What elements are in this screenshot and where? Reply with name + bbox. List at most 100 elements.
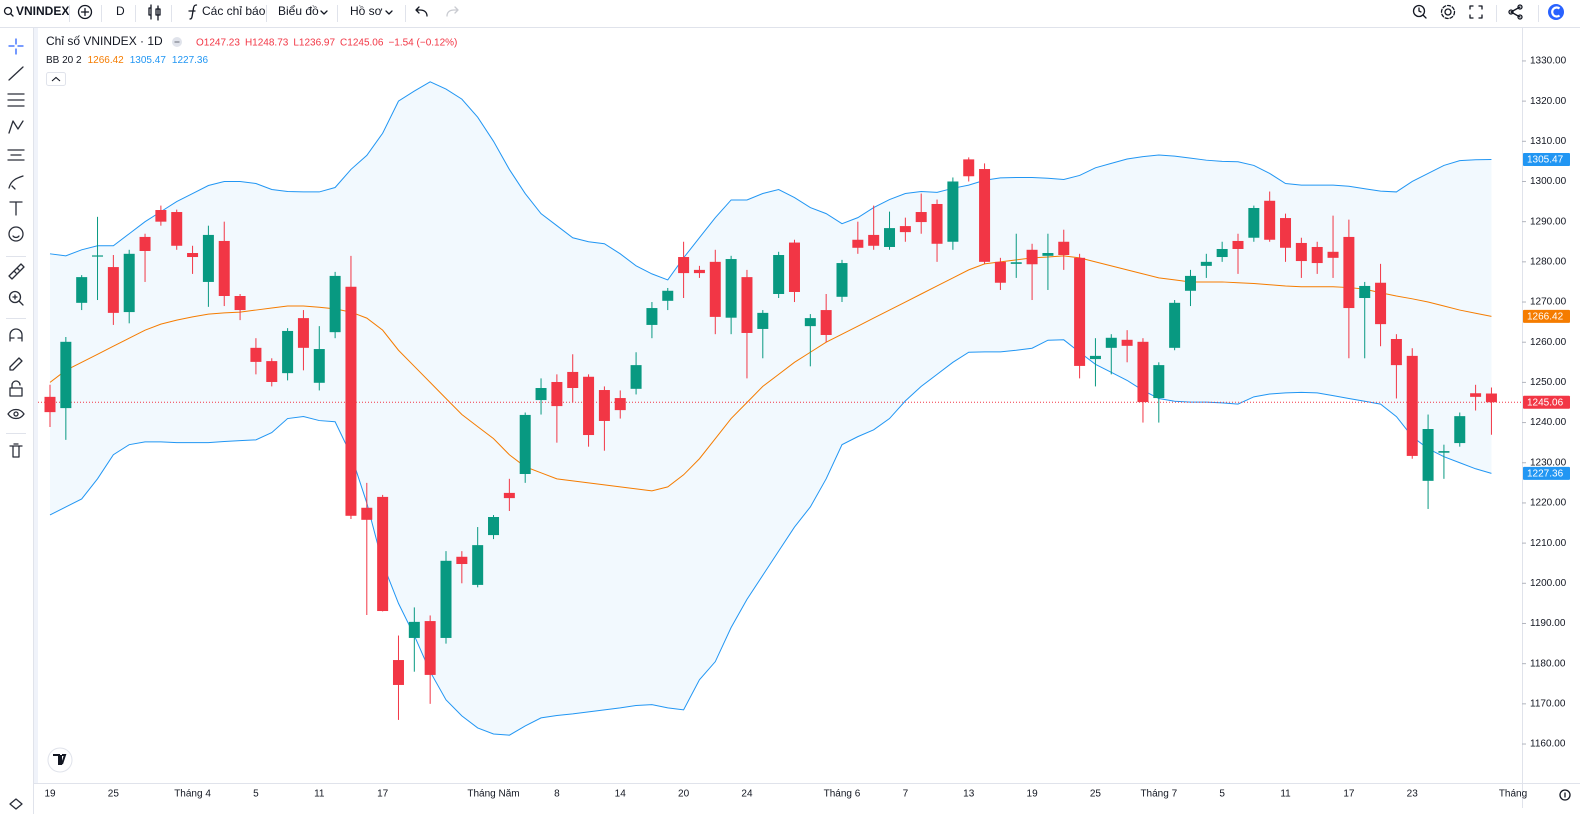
band-fill <box>50 81 1492 736</box>
y-tick-label: 1160.00 <box>1530 739 1566 750</box>
fullscreen-icon[interactable] <box>1469 5 1483 19</box>
zoom-tool[interactable] <box>8 290 22 304</box>
candle-body <box>1248 208 1260 238</box>
candle-body <box>947 181 959 242</box>
candle-body <box>693 269 705 274</box>
candle-body <box>456 556 468 565</box>
candle-body <box>361 507 373 520</box>
profile-label[interactable]: Hồ sơ <box>350 4 383 18</box>
candle-body <box>646 308 658 325</box>
indicators-button[interactable]: Các chỉ báo <box>188 4 266 20</box>
candle-body <box>535 388 547 401</box>
candle-body <box>424 621 436 675</box>
y-tick-label: 1230.00 <box>1530 457 1567 468</box>
candle-body <box>804 318 816 327</box>
quick-search-icon <box>1418 7 1427 19</box>
candle-body <box>92 255 104 257</box>
y-tick-label: 1330.00 <box>1530 56 1567 67</box>
candle-body <box>1438 451 1450 453</box>
x-tick-label: 23 <box>1407 789 1419 800</box>
brush-tool[interactable] <box>8 175 24 190</box>
ohlc-label: O <box>196 37 204 48</box>
tv-logo <box>47 747 73 773</box>
forecast-tool[interactable] <box>7 149 25 161</box>
y-tick-label: 1210.00 <box>1530 538 1567 549</box>
magnet-tool[interactable] <box>9 328 23 342</box>
candle-body <box>868 234 880 246</box>
x-tick-label: 11 <box>314 789 325 800</box>
candle-body <box>1390 338 1402 366</box>
price-tag-label: 1245.06 <box>1527 397 1564 408</box>
price-tag-label: 1266.42 <box>1527 312 1564 323</box>
candle-body <box>44 396 56 413</box>
y-tick-label: 1290.00 <box>1530 216 1567 227</box>
candle-body <box>282 330 294 374</box>
object-tree-tool[interactable] <box>9 798 23 810</box>
candle-body <box>1058 241 1070 256</box>
y-tick-label: 1260.00 <box>1530 337 1567 348</box>
lock-tool[interactable] <box>9 387 23 397</box>
candle-body <box>1184 275 1196 291</box>
fib-tool[interactable] <box>7 93 25 107</box>
x-tick-label: 11 <box>1280 789 1291 800</box>
candle-body <box>773 255 785 294</box>
x-tick-label: 7 <box>903 789 909 800</box>
candle-body <box>313 349 325 383</box>
pattern-tool[interactable] <box>8 120 24 134</box>
x-tick-label: 19 <box>1027 789 1039 800</box>
redo-icon[interactable] <box>446 6 459 17</box>
candle-body <box>899 226 911 233</box>
symbol-search[interactable]: VNINDEX <box>3 4 70 18</box>
candle-body <box>915 212 927 223</box>
y-tick-label: 1320.00 <box>1530 96 1567 107</box>
ruler-tool[interactable] <box>8 263 25 280</box>
candle-body <box>836 263 848 297</box>
profile-menu[interactable]: Hồ sơ <box>350 4 393 18</box>
indicator-value: 1227.36 <box>172 55 209 66</box>
candle-body <box>472 545 484 585</box>
chart-menu-label[interactable]: Biểu đồ <box>278 4 319 18</box>
trendline-tool[interactable] <box>8 66 24 81</box>
delete-tool[interactable] <box>9 443 23 458</box>
candle-body <box>1327 251 1339 258</box>
text-tool[interactable] <box>9 201 23 216</box>
undo-icon[interactable] <box>415 6 428 17</box>
legend: Chỉ số VNINDEX · 1D O1247.23 H1248.73 L123… <box>46 34 457 86</box>
settings-icon[interactable] <box>1444 8 1452 16</box>
emoji-tool[interactable] <box>8 226 24 242</box>
chart-type-button[interactable] <box>148 4 161 21</box>
x-tick-label: 8 <box>554 789 560 800</box>
price-tag <box>1523 395 1570 409</box>
axis-settings[interactable] <box>1559 789 1571 801</box>
quick-search-icon[interactable] <box>1412 4 1426 18</box>
indicator-value: 1266.42 <box>88 55 125 66</box>
candle-body <box>852 239 864 248</box>
candle-body <box>202 234 214 282</box>
y-tick-label: 1220.00 <box>1530 498 1567 509</box>
candle-body <box>1153 365 1165 399</box>
indicator-legend: BB 20 2 1266.42 1305.47 1227.36 <box>46 55 208 66</box>
lock-tool <box>11 380 21 389</box>
symbol[interactable]: VNINDEX <box>16 4 69 18</box>
legend-toggle[interactable] <box>46 72 66 86</box>
candle-body <box>377 496 389 612</box>
interval[interactable]: D <box>116 4 125 18</box>
candle-body <box>979 169 991 262</box>
crosshair-tool[interactable] <box>8 38 24 55</box>
candle-body <box>1311 246 1323 264</box>
logo[interactable] <box>1548 4 1564 20</box>
y-tick-label: 1300.00 <box>1530 176 1567 187</box>
compare-button[interactable] <box>77 4 93 20</box>
lock-drawing-tool[interactable] <box>9 357 23 371</box>
chart-menu[interactable]: Biểu đồ <box>278 4 328 18</box>
visibility-tool[interactable] <box>7 408 25 420</box>
indicators[interactable]: Các chỉ báo <box>202 4 266 18</box>
search-icon <box>3 6 13 16</box>
candle-body <box>1010 262 1022 264</box>
candle-body <box>931 203 943 244</box>
candle-body <box>820 310 832 335</box>
candle-body <box>1121 339 1133 346</box>
candle-body <box>741 277 753 333</box>
candle-body <box>519 414 531 475</box>
search-icon <box>9 12 14 17</box>
